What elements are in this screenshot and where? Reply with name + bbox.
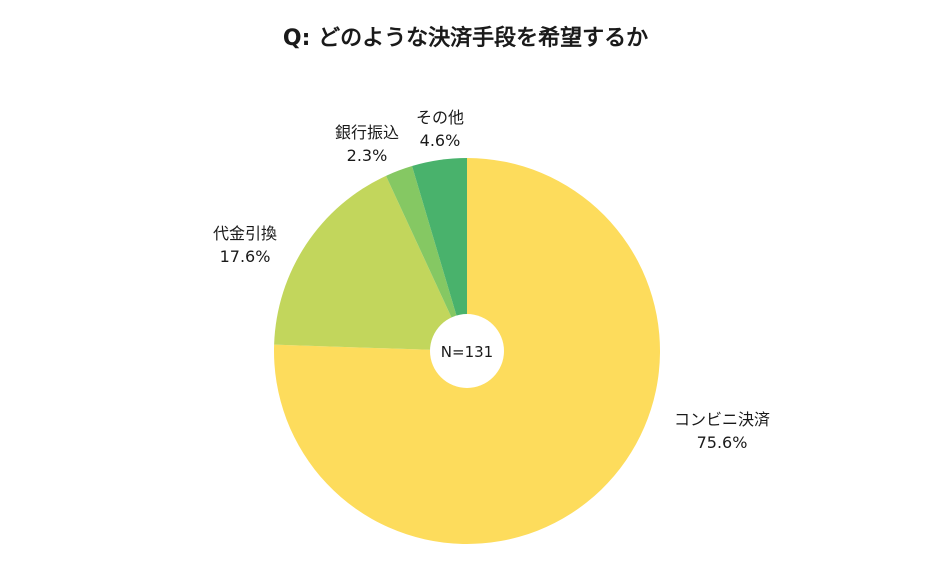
slice-value-text: 17.6% (219, 247, 271, 266)
slice-label-text: 銀行振込 (334, 123, 400, 142)
slice-label-bank-transfer: 銀行振込 2.3% (335, 121, 399, 167)
slice-label-text: その他 (415, 108, 465, 127)
sample-size-label: N=131 (440, 343, 494, 361)
slice-value-text: 75.6% (696, 433, 748, 452)
slice-other (412, 158, 467, 351)
slice-value-text: 2.3% (346, 146, 388, 165)
chart-title: Q: どのような決済手段を希望するか (282, 26, 649, 51)
slice-value-text: 4.6% (419, 131, 461, 150)
slice-label-text: 代金引換 (212, 224, 278, 243)
center-hole (430, 314, 504, 388)
slice-label-text: コンビニ決済 (673, 410, 771, 429)
slice-bank-transfer (385, 165, 467, 351)
slice-cash-on-delivery (274, 175, 467, 351)
slice-label-convenience-store: コンビニ決済 75.6% (674, 408, 770, 454)
slice-label-other: その他 4.6% (416, 106, 464, 152)
slice-label-cash-on-delivery: 代金引換 17.6% (213, 222, 277, 268)
